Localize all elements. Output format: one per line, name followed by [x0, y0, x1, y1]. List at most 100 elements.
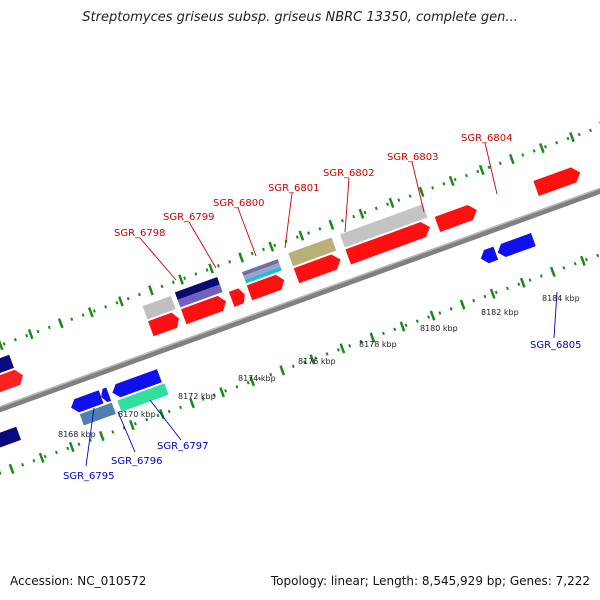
gene-sgr6798-block[interactable] [142, 295, 176, 320]
leader-sgr6805 [553, 291, 558, 339]
gene-sgr6798-arrow[interactable] [148, 311, 182, 337]
leader-sgr6801 [284, 192, 293, 249]
major-tick-lower-8175 [279, 365, 286, 376]
major-tick-lower-8184 [549, 266, 556, 277]
major-tick-lower-8170 [128, 419, 135, 431]
gene-label-sgr6795[interactable]: SGR_6795 [63, 471, 115, 482]
gene-left-reverse-arrow-1[interactable] [0, 426, 22, 451]
major-tick-lower-8179 [399, 321, 406, 332]
tick-label-8172: 8172 kbp [178, 392, 216, 401]
gene-sgr6803-block[interactable] [339, 204, 428, 248]
gene-sgr6801-block-3[interactable] [244, 266, 282, 284]
gene-sgr6801-arrow[interactable] [246, 273, 287, 301]
major-tick-upper-8173 [178, 274, 184, 285]
gene-sgr6801-block-2[interactable] [243, 262, 281, 280]
leader-sgr6797 [149, 399, 182, 441]
major-tick-upper-8182 [448, 175, 455, 187]
tick-label-8178: 8178 kbp [359, 340, 397, 349]
major-tick-upper-8171 [118, 296, 124, 307]
major-tick-lower-8166 [8, 463, 15, 474]
tick-label-8176: 8176 kbp [298, 357, 336, 366]
leader-sgr6798 [139, 237, 177, 281]
major-tick-lower-8173 [219, 387, 225, 398]
gene-sgr6801-block-1[interactable] [241, 259, 280, 276]
tick-label-8168: 8168 kbp [58, 430, 96, 439]
major-tick-lower-8177 [339, 343, 346, 354]
gene-label-sgr6801[interactable]: SGR_6801 [268, 183, 320, 194]
gene-sgr6799-block-bottom[interactable] [177, 284, 223, 308]
major-tick-lower-8182 [489, 288, 496, 299]
gene-sgr6802-block[interactable] [288, 237, 337, 267]
major-tick-upper-8178 [328, 219, 335, 230]
major-tick-upper-8169 [57, 318, 64, 329]
genome-summary: Topology: linear; Length: 8,545,929 bp; … [270, 574, 590, 588]
leader-sgr6799 [188, 221, 217, 269]
tick-labels: 8168 kbp 8170 kbp 8172 kbp 8174 kbp 8176… [58, 294, 580, 439]
gene-sgr6800-arrow[interactable] [228, 287, 248, 307]
gene-sgr6803-arrow[interactable] [345, 220, 432, 265]
major-tick-lower-8174 [249, 376, 256, 387]
major-tick-upper-8186 [569, 132, 575, 143]
major-tick-lower-8178 [369, 332, 376, 343]
gene-sgr6797-block[interactable] [117, 383, 169, 412]
leader-sgr6802 [344, 177, 350, 233]
tick-label-8184: 8184 kbp [542, 294, 580, 303]
major-tick-upper-8177 [298, 230, 305, 241]
gene-sgr6796-arrow[interactable] [99, 387, 112, 404]
major-tick-upper-8179 [358, 208, 365, 219]
gene-label-sgr6802[interactable]: SGR_6802 [323, 168, 375, 179]
gene-sgr6795-block[interactable] [79, 402, 116, 426]
major-tick-lower-8167 [38, 452, 45, 464]
gene-sgr6802-arrow[interactable] [293, 252, 344, 284]
major-tick-upper-8175 [238, 252, 245, 263]
major-tick-lower-8185 [580, 255, 586, 266]
major-tick-lower-8183 [519, 277, 526, 288]
leader-sgr6796 [117, 411, 136, 453]
gene-label-sgr6804[interactable]: SGR_6804 [461, 133, 513, 144]
gene-sgr6805-arrow-b[interactable] [495, 232, 536, 259]
gene-label-sgr6798[interactable]: SGR_6798 [114, 228, 166, 239]
gene-label-sgr6800[interactable]: SGR_6800 [213, 198, 265, 209]
major-tick-lower-8180 [429, 310, 436, 321]
gene-label-sgr6797[interactable]: SGR_6797 [157, 441, 209, 452]
gene-label-sgr6796[interactable]: SGR_6796 [111, 456, 163, 467]
gene-leaders [85, 142, 558, 467]
gene-sgr6795-arrow[interactable] [69, 390, 104, 414]
major-tick-upper-8184 [508, 153, 515, 165]
gene-label-sgr6799[interactable]: SGR_6799 [163, 212, 215, 223]
tick-label-8170: 8170 kbp [118, 410, 156, 419]
major-tick-upper-8183 [478, 164, 485, 176]
major-tick-lower-8169 [98, 430, 105, 442]
major-tick-lower-8168 [68, 441, 75, 453]
major-tick-upper-8180 [388, 197, 395, 208]
leader-sgr6800 [237, 207, 257, 257]
leader-sgr6795 [85, 407, 95, 467]
gene-sgr6797-arrow[interactable] [110, 369, 162, 399]
major-tick-lower-8181 [459, 299, 466, 310]
leader-sgr6803 [411, 161, 425, 213]
major-ticks [0, 121, 600, 474]
leader-sgr6804 [484, 142, 498, 195]
major-tick-upper-8185 [539, 142, 545, 154]
tick-label-8182: 8182 kbp [481, 308, 519, 317]
gene-sgr6804-arrow[interactable] [434, 203, 480, 232]
major-tick-upper-8168 [27, 329, 34, 340]
major-tick-upper-8172 [148, 285, 154, 296]
gene-left-forward-block[interactable] [0, 354, 14, 378]
gene-left-forward-partial[interactable] [0, 368, 26, 395]
gene-right-forward-partial[interactable] [533, 165, 583, 197]
backbone-highlight [0, 143, 600, 453]
gene-label-sgr6805[interactable]: SGR_6805 [530, 340, 582, 351]
gene-sgr6799-arrow[interactable] [180, 294, 229, 325]
major-tick-lower-8172 [189, 398, 195, 409]
gene-sgr6805-arrow-a[interactable] [478, 246, 499, 266]
chromosome-backbone [0, 143, 600, 457]
major-tick-upper-8176 [268, 241, 275, 252]
accession-label: Accession: NC_010572 [10, 574, 147, 588]
gene-sgr6799-block-top[interactable] [174, 276, 220, 300]
major-tick-upper-8181 [418, 186, 425, 198]
major-tick-lower-8176 [309, 354, 316, 365]
gene-label-sgr6803[interactable]: SGR_6803 [387, 152, 439, 163]
